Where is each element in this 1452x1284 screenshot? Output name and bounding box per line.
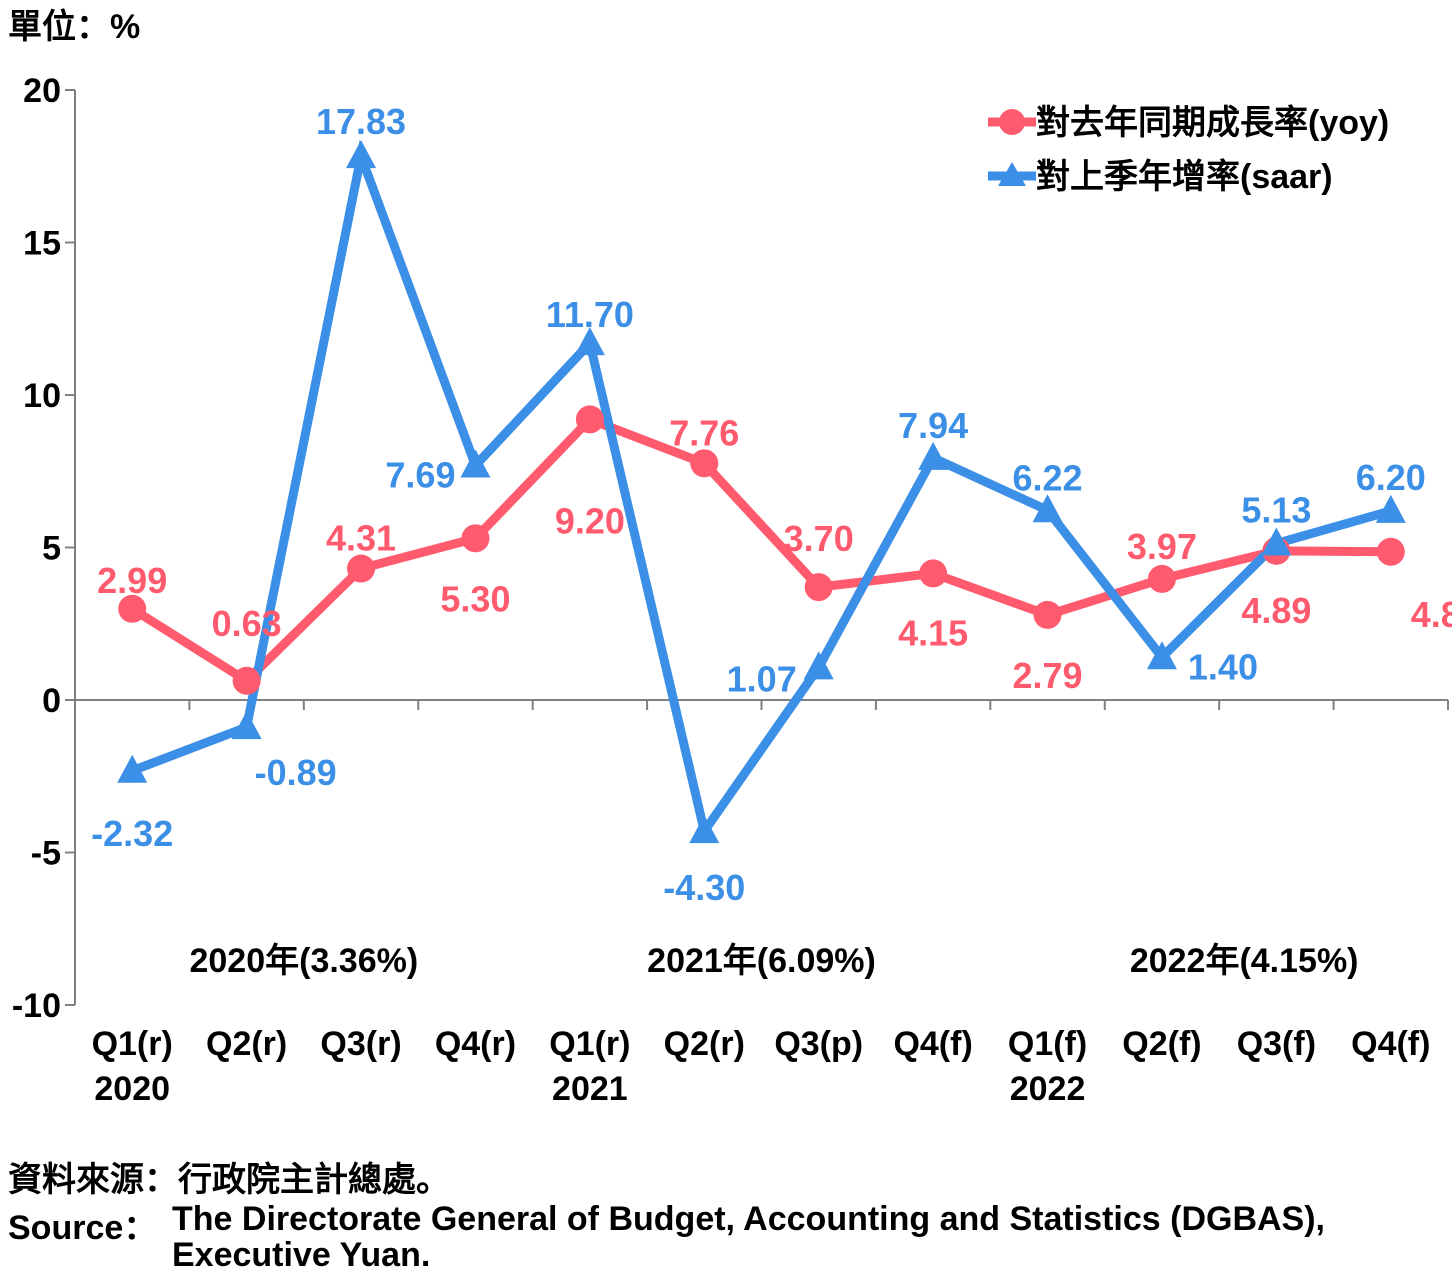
data-label: 2.79 [1013, 655, 1083, 696]
series-line-saar [130, 139, 1393, 842]
x-tick-label: Q1(r) [549, 1025, 630, 1063]
yoy-marker [804, 573, 833, 602]
annual-annotations: 2020年(3.36%) 2021年(6.09%) 2022年(4.15%) [189, 942, 1358, 980]
series-lines [129, 139, 1393, 842]
source-en-line2: Executive Yuan. [172, 1236, 431, 1274]
data-label: 3.70 [784, 518, 854, 559]
x-tick-label: Q2(f) [1122, 1025, 1201, 1063]
saar-marker [1146, 641, 1177, 670]
y-tick-label: -10 [12, 987, 61, 1025]
data-label: 17.83 [316, 101, 406, 142]
yoy-marker [118, 594, 147, 623]
saar-marker [1375, 494, 1406, 523]
y-tick-label: -5 [31, 835, 61, 873]
saar-marker [574, 327, 605, 356]
x-tick-label: Q4(r) [435, 1025, 516, 1063]
data-label: 1.40 [1188, 646, 1258, 687]
legend: 對去年同期成長率(yoy) 對上季年增率(saar) [988, 104, 1389, 196]
data-label: 2.99 [97, 560, 167, 601]
data-label: 7.94 [898, 405, 968, 446]
data-label: 0.63 [212, 603, 282, 644]
data-label: 7.69 [385, 454, 455, 495]
unit-label: 單位：% [8, 8, 140, 46]
saar-marker [231, 711, 262, 740]
source-zh: 資料來源：行政院主計總處。 [8, 1161, 450, 1199]
series-markers [117, 140, 1406, 844]
saar-marker [689, 815, 720, 844]
x-tick-year-label: 2021 [552, 1070, 628, 1108]
yoy-marker [232, 666, 261, 695]
x-tick-label: Q4(f) [893, 1025, 972, 1063]
data-label: 4.31 [326, 518, 396, 559]
yoy-marker [1376, 537, 1405, 566]
yoy-marker [919, 559, 948, 588]
data-labels: 2.99 0.63 4.31 5.30 9.20 7.76 3.70 4.15 2.79 3.97… [91, 101, 1452, 908]
data-label: 5.13 [1241, 490, 1311, 531]
x-tick-label: Q4(f) [1351, 1025, 1430, 1063]
saar-marker [803, 651, 834, 680]
data-label: -4.30 [663, 867, 745, 908]
annual-annotation: 2020年(3.36%) [189, 942, 418, 980]
yoy-marker [347, 554, 376, 583]
saar-marker [1261, 527, 1292, 556]
data-label: -2.32 [91, 813, 173, 854]
x-tick-label: Q2(r) [664, 1025, 745, 1063]
legend-marker-saar [998, 162, 1026, 186]
yoy-marker [690, 449, 719, 478]
saar-marker [1032, 494, 1063, 523]
x-tick-label: Q2(r) [206, 1025, 287, 1063]
data-label: 3.97 [1127, 526, 1197, 567]
x-tick-year-label: 2022 [1010, 1070, 1086, 1108]
yoy-marker [1147, 564, 1176, 593]
data-label: 6.22 [1013, 457, 1083, 498]
x-tick-label: Q3(r) [320, 1025, 401, 1063]
yoy-marker [461, 524, 490, 553]
x-tick-label: Q3(p) [774, 1025, 863, 1063]
data-label: 6.20 [1356, 457, 1426, 498]
data-label: 4.15 [898, 612, 968, 653]
saar-marker [460, 449, 491, 478]
yoy-marker [575, 405, 604, 434]
data-label: 11.70 [546, 294, 634, 335]
x-tick-label: Q1(r) [92, 1025, 173, 1063]
saar-marker [918, 441, 949, 470]
data-label: 7.76 [669, 412, 739, 453]
legend-label: 對去年同期成長率(yoy) [1036, 104, 1389, 142]
chart: 單位：% -10 -5 0 5 10 15 20 Q1(r) 2020 Q2(r) Q3(r) Q4(… [8, 8, 1452, 1108]
data-label: 5.30 [440, 578, 510, 619]
y-tick-label: 5 [42, 530, 61, 568]
data-label: 4.89 [1241, 590, 1311, 631]
y-tick-label: 10 [23, 377, 61, 415]
x-tick-year-label: 2020 [94, 1070, 170, 1108]
source-en-prefix: Source： [8, 1209, 158, 1247]
data-label: 1.07 [727, 658, 797, 699]
legend-marker-yoy [999, 109, 1025, 135]
y-tick-label: 15 [23, 225, 61, 263]
legend-label: 對上季年增率(saar) [1036, 158, 1333, 196]
annual-annotation: 2022年(4.15%) [1130, 942, 1359, 980]
axes: -10 -5 0 5 10 15 20 Q1(r) 2020 Q2(r) Q3(r) Q4(r) Q1(… [12, 72, 1449, 1108]
series-line-yoy [129, 414, 1391, 687]
y-tick-label: 20 [23, 72, 61, 110]
data-label: 9.20 [555, 500, 625, 541]
data-label: 4.86 [1411, 594, 1452, 635]
annual-annotation: 2021年(6.09%) [647, 942, 876, 980]
x-tick-label: Q3(f) [1237, 1025, 1316, 1063]
source-en-line1: The Directorate General of Budget, Accou… [172, 1200, 1325, 1238]
saar-marker [117, 754, 148, 783]
x-tick-label: Q1(f) [1008, 1025, 1087, 1063]
yoy-marker [1033, 600, 1062, 629]
y-tick-label: 0 [42, 682, 61, 720]
data-label: -0.89 [255, 752, 337, 793]
saar-marker [346, 140, 377, 169]
